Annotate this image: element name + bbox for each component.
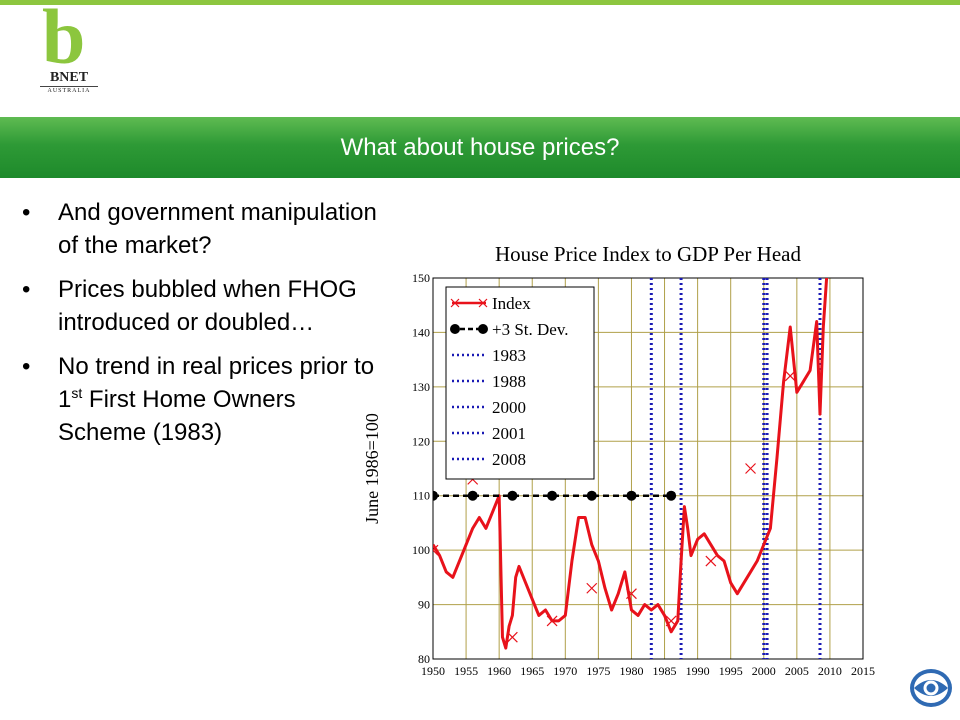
index-marker — [784, 370, 796, 382]
slide-title: What about house prices? — [340, 134, 620, 161]
y-tick-label: 130 — [412, 380, 430, 394]
bullet-text-start: No trend in real prices prior to 1 — [58, 353, 375, 413]
logo-name: BNET — [49, 70, 89, 85]
y-tick-label: 120 — [412, 434, 430, 448]
bullet-item: • No trend in real prices prior to 1st F… — [22, 350, 382, 449]
legend-label: Index — [492, 294, 531, 313]
stdev-point — [666, 490, 677, 501]
y-axis-label: June 1986=100 — [362, 413, 382, 524]
x-tick-label: 1995 — [719, 664, 743, 678]
stdev-point — [467, 490, 478, 501]
legend-box — [445, 286, 595, 480]
x-tick-label: 1960 — [487, 664, 511, 678]
y-tick-label: 80 — [418, 652, 430, 666]
legend-label: 1983 — [492, 346, 526, 365]
legend-marker-stdev — [450, 324, 460, 334]
bnet-logo: b BNET AUSTRALIA — [36, 0, 102, 96]
top-accent-line — [0, 0, 960, 5]
bullet-text-end: First Home Owners Scheme (1983) — [58, 386, 296, 446]
x-tick-label: 1965 — [520, 664, 544, 678]
index-marker — [745, 463, 756, 474]
y-tick-label: 100 — [412, 543, 430, 557]
y-tick-label: 140 — [412, 325, 430, 339]
x-tick-label: 1980 — [619, 664, 643, 678]
index-marker — [586, 582, 598, 594]
legend-label: 2001 — [492, 424, 526, 443]
logo-rule — [40, 86, 98, 87]
bullet-glyph: • — [22, 199, 31, 226]
x-tick-label: 2015 — [851, 664, 875, 678]
legend-marker-index — [450, 298, 460, 308]
x-tick-label: 2005 — [785, 664, 809, 678]
y-tick-label: 90 — [418, 598, 430, 612]
index-line — [433, 278, 829, 650]
stdev-point — [626, 490, 637, 501]
x-tick-label: 1955 — [454, 664, 478, 678]
plot-series-group — [433, 278, 829, 650]
bullet-item: • And government manipulation of the mar… — [22, 196, 382, 262]
logo-subtitle: AUSTRALIA — [47, 88, 91, 94]
y-tick-label: 110 — [412, 489, 430, 503]
bullet-text: And government manipulation of the marke… — [58, 199, 377, 259]
index-marker — [546, 615, 558, 627]
bullet-text: Prices bubbled when FHOG introduced or d… — [58, 276, 357, 336]
stdev-point — [507, 490, 518, 501]
index-marker — [626, 588, 637, 600]
title-banner: What about house prices? — [0, 117, 960, 178]
y-tick-label: 150 — [412, 271, 430, 285]
x-tick-label: 1970 — [553, 664, 577, 678]
house-price-chart: House Price Index to GDP Per Head June 19… — [362, 242, 875, 678]
index-marker — [705, 555, 717, 567]
x-tick-label: 1990 — [686, 664, 710, 678]
logo-letter: b — [42, 0, 86, 80]
index-marker — [506, 631, 518, 643]
legend-label: +3 St. Dev. — [492, 320, 568, 339]
stdev-point — [433, 490, 438, 501]
bullet-glyph: • — [22, 276, 31, 303]
x-tick-label: 1985 — [653, 664, 677, 678]
stdev-point — [547, 490, 558, 501]
index-marker — [665, 615, 677, 627]
bullet-glyph: • — [22, 353, 31, 380]
legend-label: 2000 — [492, 398, 526, 417]
legend-marker-index — [478, 298, 488, 308]
plot-frame — [432, 277, 864, 660]
legend-marker-stdev — [478, 324, 488, 334]
bullet-item: • Prices bubbled when FHOG introduced or… — [22, 273, 382, 339]
chart-title: House Price Index to GDP Per Head — [495, 242, 801, 266]
bullet-list: • And government manipulation of the mar… — [22, 196, 382, 460]
index-marker — [433, 544, 439, 556]
bullet-superscript: st — [71, 385, 83, 401]
stdev-point — [586, 490, 597, 501]
cbs-eye-icon — [910, 669, 952, 707]
legend-label: 2008 — [492, 450, 526, 469]
x-tick-label: 2000 — [752, 664, 776, 678]
x-tick-label: 2010 — [818, 664, 842, 678]
x-tick-label: 1950 — [421, 664, 445, 678]
x-tick-label: 1975 — [586, 664, 610, 678]
legend-label: 1988 — [492, 372, 526, 391]
